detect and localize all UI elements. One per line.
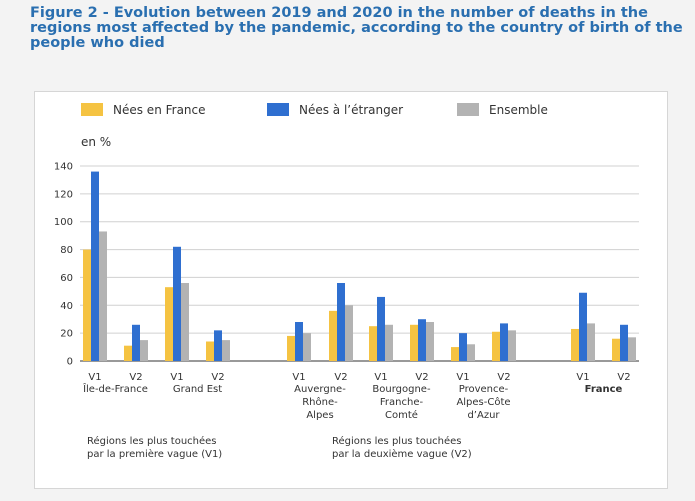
bar-2-4 xyxy=(214,330,222,361)
bar-3-8 xyxy=(426,322,434,361)
bar-2-11 xyxy=(579,292,587,361)
region-label-5-line-2: Alpes-Côte xyxy=(456,396,510,408)
bar-2-1 xyxy=(91,171,99,361)
bar-3-9 xyxy=(467,344,475,361)
bar-2-9 xyxy=(459,333,467,361)
bar-1-2 xyxy=(124,345,132,361)
y-tick-label: 20 xyxy=(60,329,73,340)
x-tick-label: V1 xyxy=(374,372,387,383)
y-tick-label: 100 xyxy=(54,217,73,228)
y-tick-label: 60 xyxy=(60,273,73,284)
wave-annotation-1-line-1: Régions les plus touchées xyxy=(87,435,217,447)
region-label-4-line-2: Franche- xyxy=(380,397,424,408)
x-tick-label: V1 xyxy=(170,372,183,383)
bar-1-1 xyxy=(83,249,91,361)
bar-3-10 xyxy=(508,330,516,361)
unit-label: en % xyxy=(81,135,111,149)
y-tick-label: 80 xyxy=(60,245,73,256)
region-label-6-line-1: France xyxy=(585,384,623,395)
bar-3-7 xyxy=(385,324,393,361)
chart-panel: Nées en France Nées à l’étranger Ensemble e… xyxy=(34,91,668,489)
wave-annotation-1-line-2: par la première vague (V1) xyxy=(87,448,222,460)
bar-3-3 xyxy=(181,283,189,361)
region-label-5-line-3: d’Azur xyxy=(467,410,500,421)
y-tick-label: 140 xyxy=(54,162,73,173)
bar-1-4 xyxy=(206,341,214,361)
x-tick-label: V2 xyxy=(211,372,224,383)
bar-1-6 xyxy=(329,310,337,361)
legend-label-2: Nées à l’étranger xyxy=(299,103,403,117)
bar-2-12 xyxy=(620,324,628,361)
legend-label-3: Ensemble xyxy=(489,103,548,117)
x-tick-label: V2 xyxy=(129,372,142,383)
x-tick-label: V1 xyxy=(88,372,101,383)
bar-2-2 xyxy=(132,324,140,361)
bar-3-11 xyxy=(587,323,595,361)
bar-1-12 xyxy=(612,338,620,361)
bar-1-3 xyxy=(165,287,173,361)
region-label-2-line-1: Grand Est xyxy=(173,384,222,395)
bar-2-5 xyxy=(295,322,303,361)
bar-1-10 xyxy=(492,331,500,361)
bar-1-11 xyxy=(571,328,579,361)
region-label-3-line-2: Rhône- xyxy=(302,396,338,408)
wave-annotation-2-line-2: par la deuxième vague (V2) xyxy=(332,448,472,460)
legend-swatch-1 xyxy=(81,103,103,116)
figure-title: Figure 2 - Evolution between 2019 and 20… xyxy=(30,5,683,51)
bar-chart: Nées en France Nées à l’étranger Ensemble e… xyxy=(54,103,639,460)
y-tick-label: 40 xyxy=(60,301,73,312)
bar-1-8 xyxy=(410,324,418,361)
y-tick-label: 120 xyxy=(54,189,73,200)
bar-3-6 xyxy=(345,305,353,361)
x-tick-label: V1 xyxy=(456,372,469,383)
bar-1-7 xyxy=(369,326,377,361)
x-tick-label: V2 xyxy=(497,372,510,383)
legend-swatch-3 xyxy=(457,103,479,116)
bar-1-5 xyxy=(287,335,295,361)
region-label-4-line-3: Comté xyxy=(385,409,418,421)
bar-3-2 xyxy=(140,340,148,361)
region-label-3-line-3: Alpes xyxy=(306,410,333,421)
x-tick-label: V2 xyxy=(334,372,347,383)
x-tick-label: V1 xyxy=(576,372,589,383)
x-tick-label: V2 xyxy=(415,372,428,383)
region-label-3-line-1: Auvergne- xyxy=(294,384,346,395)
x-tick-label: V2 xyxy=(617,372,630,383)
bar-2-3 xyxy=(173,246,181,361)
bar-1-9 xyxy=(451,347,459,361)
legend-label-1: Nées en France xyxy=(113,103,206,117)
wave-annotation-2-line-1: Régions les plus touchées xyxy=(332,435,462,447)
bar-2-6 xyxy=(337,283,345,361)
bar-3-5 xyxy=(303,333,311,361)
bar-3-12 xyxy=(628,337,636,361)
y-tick-label: 0 xyxy=(67,357,73,368)
legend-swatch-2 xyxy=(267,103,289,116)
region-label-1-line-1: Île-de-France xyxy=(82,382,148,395)
x-tick-label: V1 xyxy=(292,372,305,383)
bar-2-8 xyxy=(418,319,426,361)
bar-2-10 xyxy=(500,323,508,361)
region-label-4-line-1: Bourgogne- xyxy=(372,384,431,395)
bar-3-4 xyxy=(222,340,230,361)
bar-2-7 xyxy=(377,296,385,361)
bar-3-1 xyxy=(99,231,107,361)
region-label-5-line-1: Provence- xyxy=(459,384,509,395)
